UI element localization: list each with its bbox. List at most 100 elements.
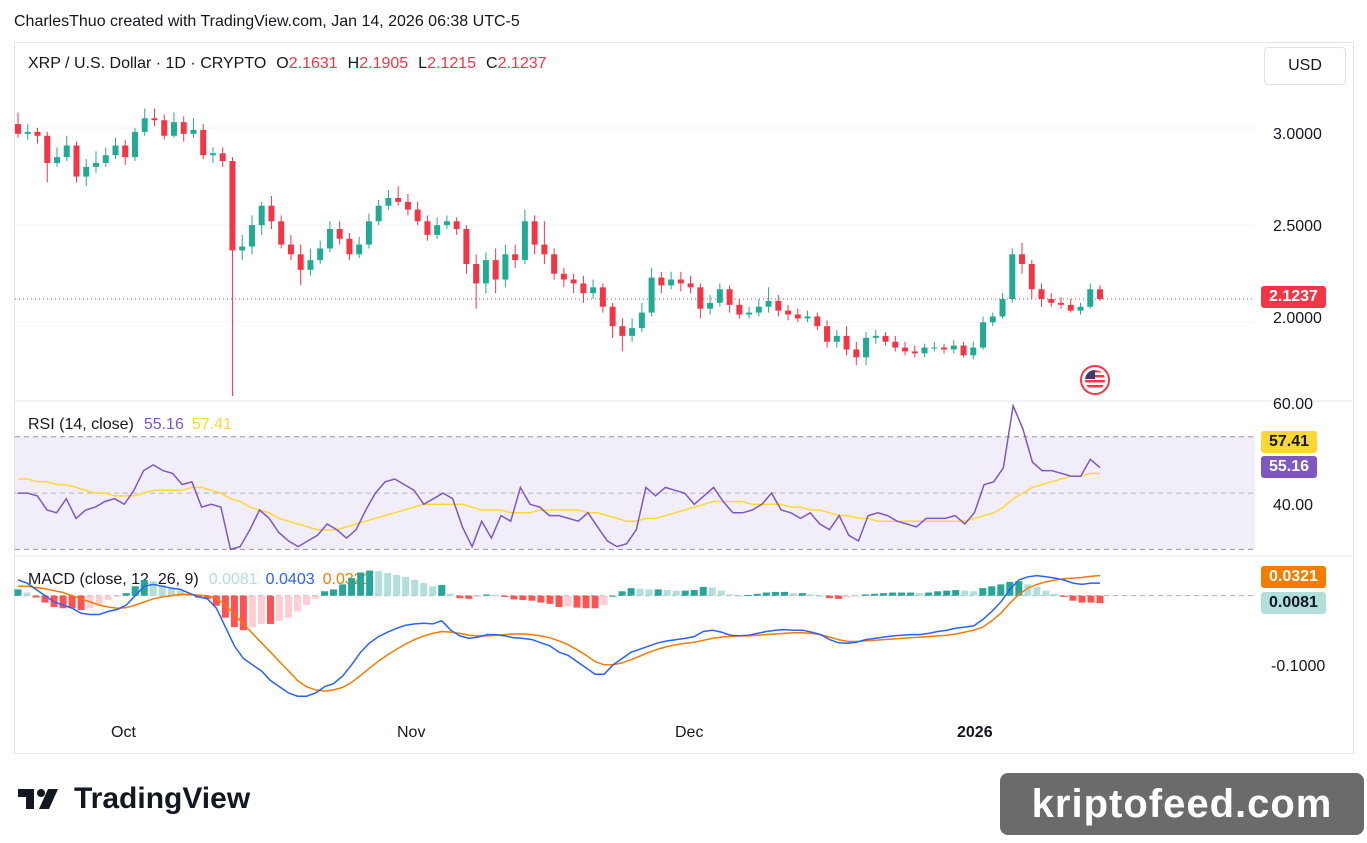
macd-histogram-bar xyxy=(816,595,824,597)
candle-body xyxy=(999,298,1006,317)
candle-body xyxy=(326,229,333,249)
high-value: 2.1905 xyxy=(359,55,409,72)
candle-body xyxy=(1048,298,1055,303)
candle-body xyxy=(697,287,704,309)
macd-histogram-bar xyxy=(546,595,554,604)
candle-body xyxy=(980,322,987,348)
macd-histogram-bar xyxy=(41,595,49,603)
candle-body xyxy=(180,122,187,134)
macd-histogram-bar xyxy=(131,586,139,596)
candle-body xyxy=(599,287,606,307)
currency-button[interactable]: USD xyxy=(1264,47,1346,85)
candle-body xyxy=(219,153,226,162)
candle-body xyxy=(619,326,626,336)
candle-body xyxy=(658,277,665,286)
symbol-name[interactable]: XRP / U.S. Dollar · 1D · CRYPTO xyxy=(28,55,267,72)
candle-body xyxy=(404,201,411,210)
macd-histogram-bar xyxy=(77,595,85,611)
macd-histogram-bar xyxy=(844,595,852,598)
macd-histogram-bar xyxy=(871,593,879,596)
macd-histogram-bar xyxy=(564,595,572,607)
macd-histogram-bar xyxy=(862,594,870,596)
macd-histogram-bar xyxy=(248,595,256,628)
candle-body xyxy=(473,264,480,284)
open-value: 2.1631 xyxy=(288,55,338,72)
macd-histogram-bar xyxy=(113,595,121,597)
x-axis-tick: Nov xyxy=(397,724,426,741)
candle-body xyxy=(170,122,177,136)
macd-histogram-bar xyxy=(591,595,599,609)
candle-body xyxy=(24,131,31,134)
macd-histogram-bar xyxy=(420,583,428,596)
macd-histogram-bar xyxy=(230,595,238,628)
macd-histogram-bar xyxy=(627,588,635,596)
candle-body xyxy=(248,225,255,247)
macd-histogram-bar xyxy=(275,595,283,621)
macd-histogram-bar xyxy=(744,595,752,597)
macd-histogram-bar xyxy=(528,595,536,601)
macd-histogram-bar xyxy=(294,595,302,612)
us-flag-event-icon[interactable] xyxy=(1080,365,1110,395)
macd-line xyxy=(17,574,1100,697)
rsi-value: 55.16 xyxy=(143,416,184,433)
rsi-name[interactable]: RSI (14, close) xyxy=(28,416,134,433)
rsi-ma-line xyxy=(18,472,1100,531)
macd-histogram-bar xyxy=(239,595,247,631)
candle-body xyxy=(755,306,762,313)
candle-body xyxy=(356,244,363,255)
macd-histogram-bar xyxy=(925,592,933,596)
macd-histogram-bar xyxy=(158,585,166,596)
macd-histogram-bar xyxy=(149,581,157,596)
macd-histogram-bar xyxy=(1033,586,1041,596)
macd-histogram-bar xyxy=(176,590,184,596)
macd-signal-tag: 0.0321 xyxy=(1261,566,1326,588)
candle-body xyxy=(833,335,840,342)
macd-histogram-bar xyxy=(826,595,833,599)
macd-histogram-bar xyxy=(68,595,76,609)
macd-histogram-bar xyxy=(465,595,473,599)
x-axis-tick: Oct xyxy=(111,724,136,741)
macd-histogram-bar xyxy=(140,579,148,596)
candle-body xyxy=(580,283,587,294)
candle-body xyxy=(1009,254,1016,299)
chart-credit: CharlesThuo created with TradingView.com… xyxy=(14,13,520,30)
macd-histogram-bar xyxy=(789,593,797,596)
macd-histogram-bar xyxy=(483,594,491,596)
candle-body xyxy=(375,205,382,222)
candle-body xyxy=(814,316,821,327)
candle-body xyxy=(307,260,314,270)
macd-histogram-bar xyxy=(366,570,374,596)
candle-body xyxy=(941,347,948,350)
macd-histogram-bar xyxy=(393,574,401,596)
candle-body xyxy=(570,279,577,284)
macd-histogram-bar xyxy=(1069,595,1077,601)
candle-body xyxy=(161,120,168,136)
candle-body xyxy=(853,349,860,358)
candle-body xyxy=(531,221,538,245)
macd-histogram-bar xyxy=(961,590,969,596)
candle-body xyxy=(336,229,343,239)
candle-body xyxy=(765,300,772,307)
candle-body xyxy=(502,254,509,280)
candle-body xyxy=(53,157,60,163)
watermark: kriptofeed.com xyxy=(1000,773,1364,835)
candle-body xyxy=(677,279,684,284)
macd-histogram-bar xyxy=(898,592,906,596)
candle-body xyxy=(1028,264,1035,290)
candle-body xyxy=(414,209,421,222)
macd-histogram-bar xyxy=(907,592,915,596)
chart-container[interactable] xyxy=(14,42,1354,754)
candle-body xyxy=(131,131,138,158)
tradingview-logo: TradingView xyxy=(18,782,250,816)
macd-histogram-bar xyxy=(384,573,392,596)
macd-histogram-bar xyxy=(979,588,987,596)
rsi-ma-value: 57.41 xyxy=(191,416,232,433)
macd-histogram-bar xyxy=(618,591,626,596)
macd-histogram-bar xyxy=(672,590,680,596)
candle-body xyxy=(141,118,148,132)
candle-body xyxy=(424,221,431,235)
candle-body xyxy=(668,279,675,286)
candle-body xyxy=(346,238,353,255)
macd-histogram-bar xyxy=(726,594,734,596)
macd-histogram-bar xyxy=(474,595,482,597)
